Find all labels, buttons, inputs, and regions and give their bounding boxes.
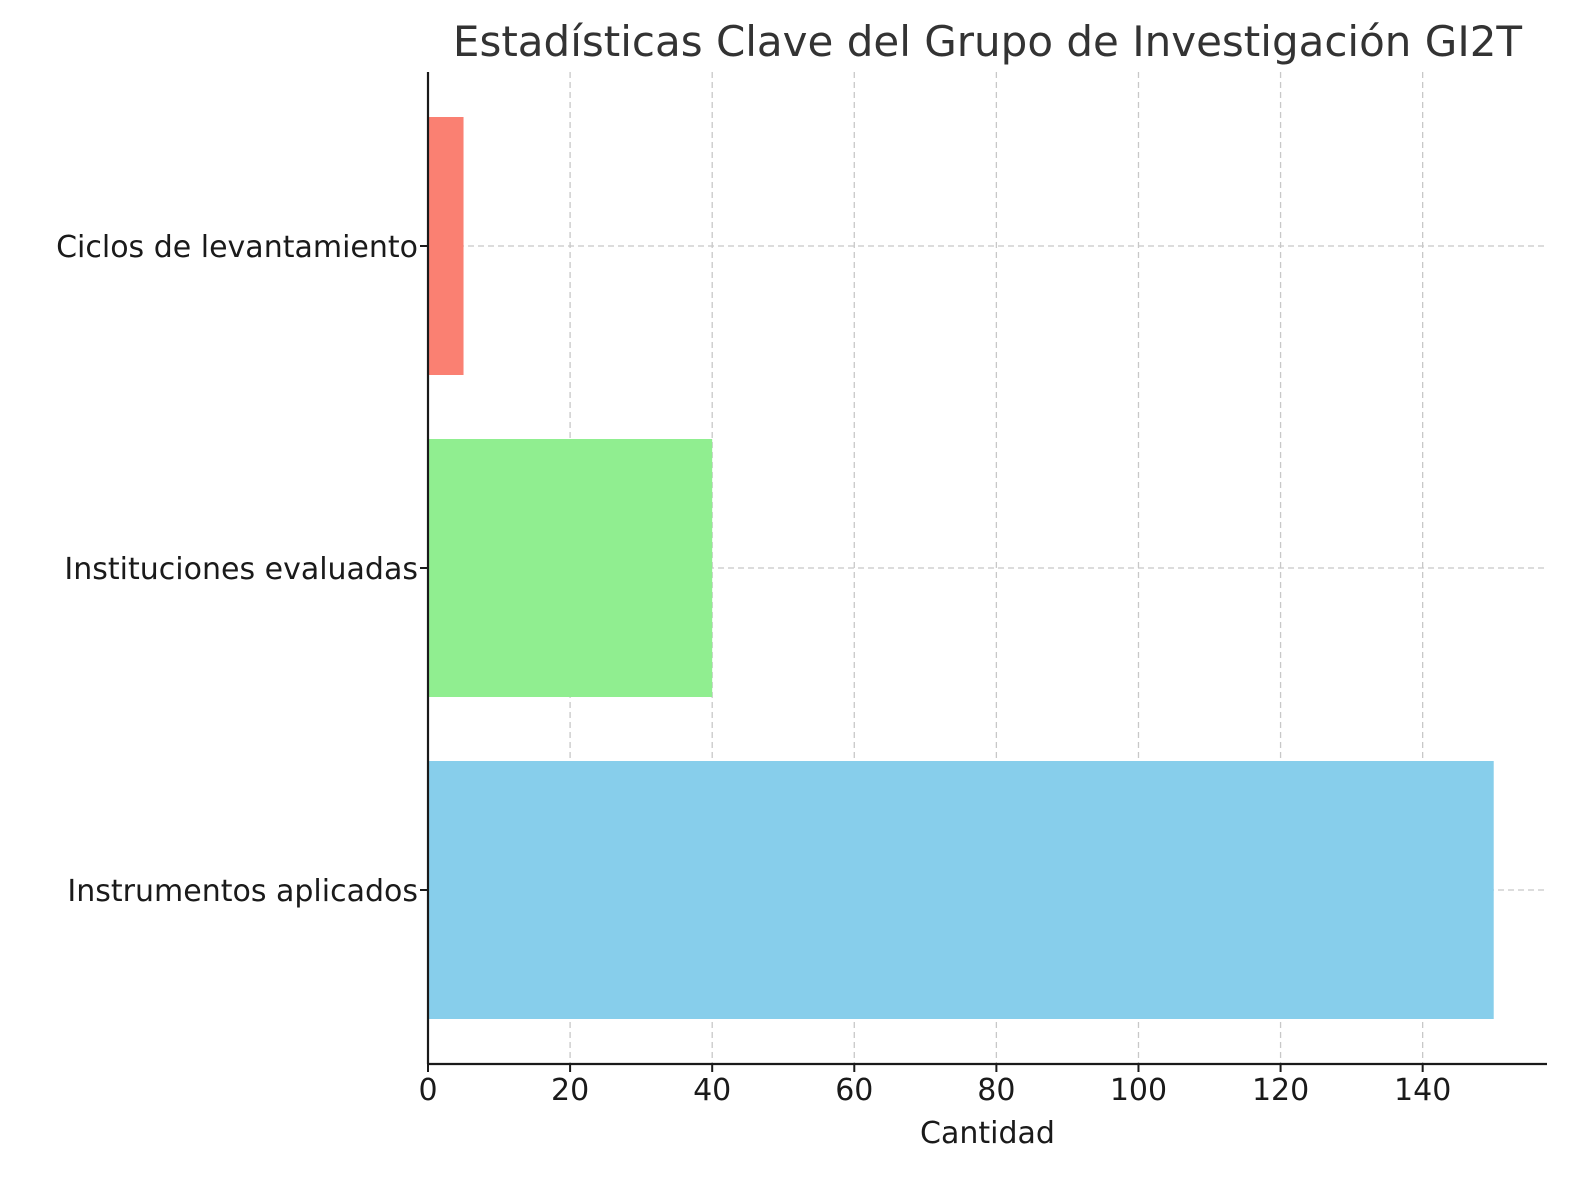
x-tick-label: 120 [1252, 1073, 1309, 1108]
x-tick-label: 140 [1394, 1073, 1451, 1108]
x-tick-label: 20 [551, 1073, 589, 1108]
y-tick-label: Instituciones evaluadas [64, 552, 418, 587]
bar-layer [428, 117, 1494, 1019]
x-axis-title: Cantidad [920, 1116, 1055, 1151]
x-tick-label: 80 [977, 1073, 1015, 1108]
x-tick-label: 0 [418, 1073, 437, 1108]
x-tick-label: 40 [693, 1073, 731, 1108]
chart-title: Estadísticas Clave del Grupo de Investig… [453, 17, 1523, 66]
x-tick-label: 100 [1110, 1073, 1167, 1108]
y-tick-label: Instrumentos aplicados [67, 874, 418, 909]
bar [428, 117, 464, 375]
tick-layer: 0 20 40 60 80 100 120 140 Instrumentos aplicados… [56, 230, 1451, 1108]
x-tick-label: 60 [835, 1073, 873, 1108]
bar [428, 761, 1494, 1019]
bar [428, 439, 713, 697]
y-tick-label: Ciclos de levantamiento [56, 230, 418, 265]
